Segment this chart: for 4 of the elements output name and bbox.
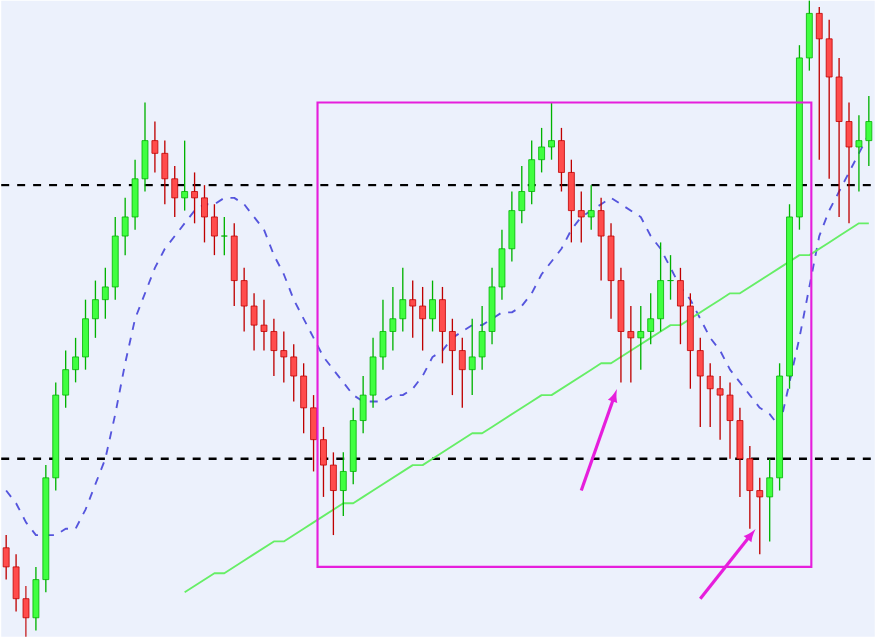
candlestick <box>181 140 189 212</box>
candlestick <box>220 216 228 257</box>
candlestick <box>429 280 436 333</box>
candlestick <box>587 184 595 231</box>
